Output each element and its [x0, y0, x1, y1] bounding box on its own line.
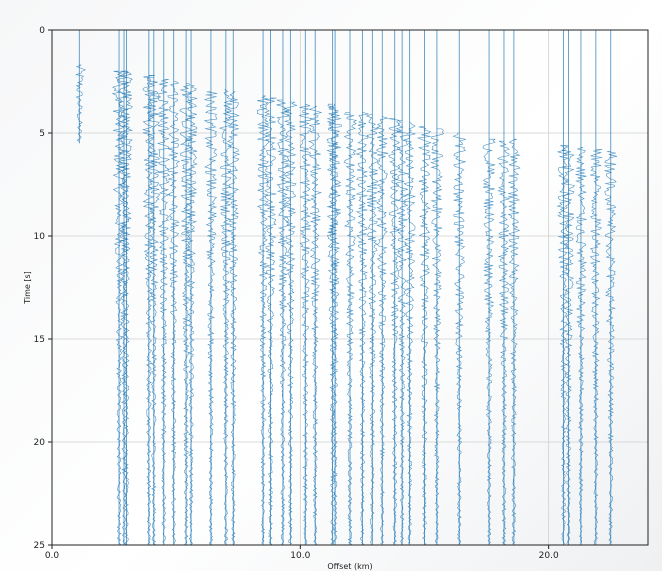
seismic-trace — [298, 30, 312, 545]
seismic-trace — [167, 30, 180, 545]
trace-wiggle — [203, 91, 218, 545]
seismic-trace — [327, 30, 342, 545]
seismic-trace — [263, 30, 277, 545]
trace-wiggle — [403, 122, 416, 544]
seismic-trace — [276, 30, 291, 545]
trace-wiggle — [184, 85, 198, 545]
seismic-trace — [589, 30, 603, 545]
seismic-trace — [497, 30, 511, 545]
plot-frame — [51, 29, 649, 546]
trace-wiggle — [308, 105, 323, 545]
seismic-trace — [556, 30, 571, 545]
trace-wiggle — [388, 118, 402, 545]
trace-wiggle — [395, 120, 409, 545]
seismic-trace — [365, 30, 379, 545]
seismic-trace — [308, 30, 323, 545]
y-tick-label: 15 — [34, 335, 45, 345]
seismic-trace — [561, 30, 575, 545]
trace-wiggle — [167, 81, 180, 544]
seismic-trace — [388, 30, 402, 545]
trace-wiggle — [556, 145, 571, 544]
trace-wiggle — [365, 114, 379, 545]
seismic-trace — [575, 30, 588, 545]
seismic-trace — [482, 30, 496, 545]
x-tick-label: 10.0 — [290, 551, 310, 561]
trace-wiggle — [218, 89, 233, 545]
axis-ticks: 0 5 10 15 20 250.0 10.0 20.0 — [34, 26, 559, 561]
trace-wiggle — [355, 112, 369, 545]
seismic-trace — [326, 30, 339, 545]
trace-wiggle — [120, 70, 133, 546]
seismic-trace — [147, 30, 161, 545]
trace-wiggle — [430, 128, 445, 545]
seismic-trace — [256, 30, 270, 545]
seismic-trace — [355, 30, 369, 545]
y-tick-label: 20 — [34, 438, 46, 448]
seismic-trace — [75, 30, 87, 144]
x-axis-label: Offset (km) — [327, 562, 372, 571]
trace-wiggle — [283, 101, 298, 544]
seismic-trace — [226, 30, 241, 545]
seismic-trace — [156, 30, 171, 545]
x-tick-label: 0.0 — [45, 551, 60, 561]
seismic-trace — [179, 30, 194, 545]
seismic-trace — [142, 30, 156, 545]
trace-wiggle — [375, 116, 389, 544]
seismic-trace — [603, 30, 618, 545]
y-axis-label: Time [s] — [23, 271, 32, 305]
seismic-trace — [203, 30, 218, 545]
trace-wiggle — [561, 145, 575, 544]
trace-wiggle — [111, 70, 126, 545]
seismic-trace — [120, 30, 133, 546]
trace-wiggle — [276, 99, 291, 545]
trace-wiggle — [452, 132, 467, 545]
trace-wiggle — [327, 103, 342, 545]
seismic-trace — [343, 30, 357, 545]
trace-wiggle — [416, 126, 432, 545]
seismic-trace — [395, 30, 409, 545]
y-tick-label: 10 — [34, 232, 46, 242]
trace-wiggle — [575, 147, 588, 545]
x-tick-label: 20.0 — [539, 551, 559, 561]
trace-wiggle — [507, 138, 521, 545]
trace-wiggle — [343, 112, 357, 545]
trace-wiggle — [179, 83, 194, 545]
seismic-trace — [283, 30, 298, 545]
trace-wiggle — [156, 79, 171, 544]
seismic-trace — [403, 30, 416, 545]
trace-wiggle — [263, 97, 277, 545]
seismic-trace — [375, 30, 389, 545]
seismic-trace — [184, 30, 198, 545]
trace-wiggle — [226, 91, 241, 545]
trace-wiggle — [482, 138, 496, 545]
trace-wiggle — [326, 103, 339, 545]
seismic-trace — [430, 30, 445, 545]
trace-wiggle — [256, 95, 270, 544]
y-tick-label: 25 — [34, 541, 45, 551]
y-tick-label: 0 — [39, 26, 45, 36]
trace-group — [75, 30, 618, 546]
trace-wiggle — [147, 77, 161, 545]
seismic-trace — [507, 30, 521, 545]
y-tick-label: 5 — [39, 129, 45, 139]
seismic-trace — [416, 30, 432, 545]
trace-wiggle — [603, 151, 618, 544]
trace-wiggle — [497, 140, 511, 545]
seismic-trace — [452, 30, 467, 545]
trace-wiggle — [75, 64, 87, 143]
trace-wiggle — [589, 149, 603, 545]
trace-wiggle — [298, 103, 312, 545]
seismic-trace — [218, 30, 233, 545]
